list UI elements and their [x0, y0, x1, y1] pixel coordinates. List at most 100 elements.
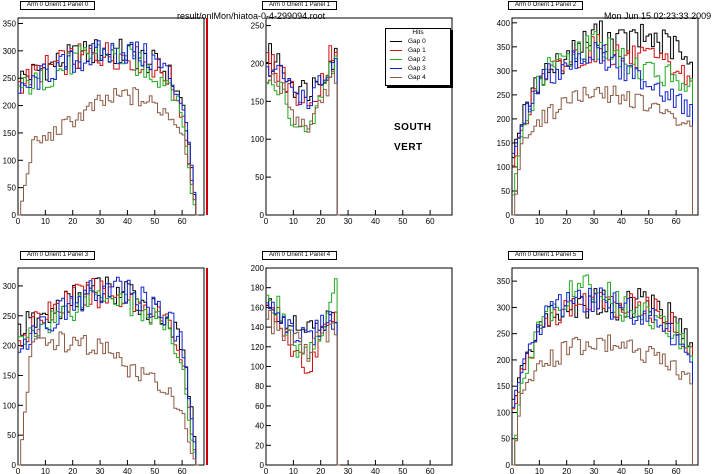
x-tick-label: 60	[178, 467, 187, 474]
legend-entry: Gap 2	[386, 55, 450, 64]
y-tick-label: 200	[251, 59, 265, 68]
y-tick-label: 160	[251, 303, 265, 312]
series-gap-3-line	[18, 40, 199, 216]
x-tick-label: 30	[344, 467, 353, 474]
x-tick-label: 50	[644, 217, 653, 226]
y-tick-label: 300	[497, 67, 511, 76]
x-tick-label: 10	[535, 467, 544, 474]
y-tick-label: 300	[3, 282, 17, 291]
y-tick-label: 120	[251, 343, 265, 352]
panel-title-3: Arm 0 Orient 1 Panel 3	[20, 251, 96, 260]
x-tick-label: 50	[150, 217, 159, 226]
y-tick-label: 200	[251, 264, 265, 273]
x-tick-label: 50	[150, 467, 159, 474]
legend-entry: Gap 1	[386, 46, 450, 55]
y-tick-label: 150	[497, 382, 511, 391]
x-tick-label: 0	[510, 467, 515, 474]
x-tick-label: 20	[68, 217, 77, 226]
series-gap-2-line	[266, 278, 340, 466]
x-tick-label: 50	[644, 467, 653, 474]
legend-entry: Gap 0	[386, 37, 450, 46]
y-tick-label: 20	[255, 441, 264, 450]
series-gap-3-line	[266, 301, 340, 466]
legend-entry: Gap 3	[386, 64, 450, 73]
y-tick-label: 150	[251, 97, 265, 106]
y-tick-label: 40	[255, 422, 264, 431]
x-tick-label: 60	[426, 467, 435, 474]
y-tick-label: 250	[497, 330, 511, 339]
y-tick-label: 250	[251, 22, 265, 31]
x-tick-label: 0	[264, 217, 269, 226]
y-tick-label: 100	[497, 408, 511, 417]
plot-frame	[17, 267, 205, 466]
y-tick-label: 200	[497, 356, 511, 365]
x-tick-label: 50	[398, 217, 407, 226]
panel-title-5: Arm 0 Orient 1 Panel 5	[508, 251, 584, 260]
y-tick-label: 400	[497, 19, 511, 28]
y-tick-label: 100	[3, 401, 17, 410]
y-tick-label: 200	[497, 115, 511, 124]
series-gap-3-line	[18, 276, 199, 466]
y-tick-label: 250	[3, 312, 17, 321]
legend-swatch	[390, 59, 402, 60]
series-gap-1-line	[266, 45, 340, 216]
panel-edge-marker	[206, 268, 208, 465]
x-tick-label: 40	[123, 217, 132, 226]
panel-title-4: Arm 0 Orient 1 Panel 4	[262, 251, 338, 260]
x-tick-label: 0	[16, 467, 21, 474]
panel-title-1: Arm 0 Orient 1 Panel 1	[262, 1, 338, 10]
series-gap-4-line	[512, 334, 693, 466]
plot-frame	[265, 267, 453, 466]
series-gap-4-line	[266, 70, 340, 216]
x-tick-label: 10	[289, 467, 298, 474]
y-tick-label: 0	[12, 211, 17, 220]
series-gap-2-line	[18, 289, 199, 466]
x-tick-label: 40	[371, 217, 380, 226]
x-tick-label: 30	[590, 467, 599, 474]
legend-swatch	[390, 50, 402, 51]
file-path-label: result/onlMon/hiatoa-0-4-299094.root	[177, 11, 326, 21]
x-tick-label: 60	[426, 217, 435, 226]
panel-edge-marker	[206, 18, 208, 215]
y-tick-label: 50	[7, 184, 16, 193]
x-tick-label: 60	[672, 217, 681, 226]
y-tick-label: 300	[3, 47, 17, 56]
x-tick-label: 40	[617, 217, 626, 226]
y-tick-label: 50	[501, 435, 510, 444]
series-gap-2-line	[266, 55, 340, 216]
x-tick-label: 40	[123, 467, 132, 474]
y-tick-label: 200	[3, 342, 17, 351]
panel-title-0: Arm 0 Orient 1 Panel 0	[20, 1, 96, 10]
x-tick-label: 30	[96, 217, 105, 226]
series-gap-2-line	[512, 274, 693, 466]
y-tick-label: 250	[497, 91, 511, 100]
x-tick-label: 10	[41, 217, 50, 226]
series-gap-4-line	[266, 310, 340, 466]
series-gap-3-line	[512, 42, 693, 215]
y-tick-label: 100	[251, 135, 265, 144]
y-tick-label: 350	[497, 43, 511, 52]
x-tick-label: 20	[562, 217, 571, 226]
series-gap-3-line	[266, 58, 340, 216]
x-tick-label: 10	[535, 217, 544, 226]
y-tick-label: 0	[12, 461, 17, 470]
x-tick-label: 0	[264, 467, 269, 474]
x-tick-label: 0	[16, 217, 21, 226]
x-tick-label: 40	[617, 467, 626, 474]
legend-swatch	[390, 41, 402, 42]
annotation-south: SOUTH	[394, 122, 432, 133]
legend-entry: Gap 4	[386, 73, 450, 82]
x-tick-label: 20	[562, 467, 571, 474]
legend-swatch	[390, 77, 402, 78]
x-tick-label: 30	[344, 217, 353, 226]
series-gap-4-line	[18, 328, 199, 466]
y-tick-label: 350	[497, 277, 511, 286]
x-tick-label: 0	[510, 217, 515, 226]
legend: Hits Gap 0 Gap 1 Gap 2 Gap 3 Gap 4	[385, 28, 451, 86]
series-gap-3-line	[512, 287, 693, 465]
x-tick-label: 10	[289, 217, 298, 226]
x-tick-label: 50	[398, 467, 407, 474]
series-gap-4-line	[512, 85, 693, 216]
x-tick-label: 30	[96, 467, 105, 474]
y-tick-label: 250	[3, 74, 17, 83]
